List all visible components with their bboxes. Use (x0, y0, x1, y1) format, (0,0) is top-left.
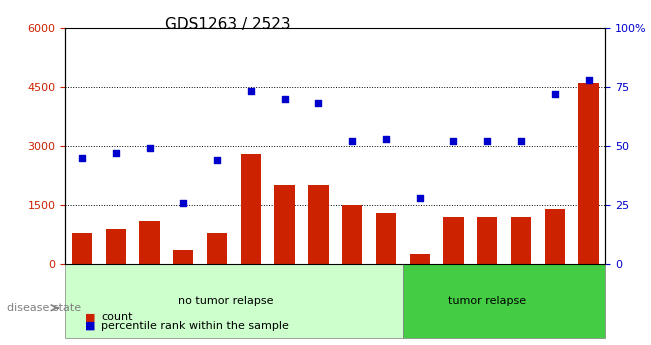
Text: GDS1263 / 2523: GDS1263 / 2523 (165, 17, 290, 32)
Point (245, 89, 256, 94)
Bar (342, 205, 363, 264)
Text: no tumor relapse: no tumor relapse (178, 296, 273, 306)
Point (347, 138, 357, 144)
Point (313, 100, 324, 106)
Point (549, 91, 560, 97)
Bar (376, 213, 396, 264)
Text: percentile rank within the sample: percentile rank within the sample (101, 321, 289, 331)
Text: tumor relapse: tumor relapse (448, 296, 526, 306)
Text: ■: ■ (85, 313, 95, 322)
Bar (241, 154, 261, 264)
Bar (477, 217, 497, 264)
Point (77, 155, 87, 160)
Bar (275, 185, 295, 264)
Text: ■: ■ (85, 321, 95, 331)
Text: disease state: disease state (7, 303, 81, 313)
Point (178, 200, 189, 205)
Bar (207, 233, 227, 264)
Bar (309, 185, 329, 264)
Point (516, 138, 526, 144)
Text: count: count (101, 313, 132, 322)
Point (482, 138, 492, 144)
Bar (443, 217, 464, 264)
Bar (105, 229, 126, 264)
Point (111, 150, 121, 156)
Bar (173, 250, 193, 264)
Bar (545, 209, 565, 264)
Bar (139, 221, 159, 264)
Bar (72, 233, 92, 264)
Point (381, 136, 391, 141)
Point (212, 157, 222, 163)
FancyBboxPatch shape (65, 264, 403, 338)
Point (415, 195, 425, 201)
Point (279, 96, 290, 101)
Bar (409, 254, 430, 264)
FancyBboxPatch shape (403, 264, 605, 338)
Point (449, 138, 459, 144)
Point (583, 77, 594, 82)
Bar (578, 83, 599, 264)
Bar (511, 217, 531, 264)
Point (145, 146, 155, 151)
